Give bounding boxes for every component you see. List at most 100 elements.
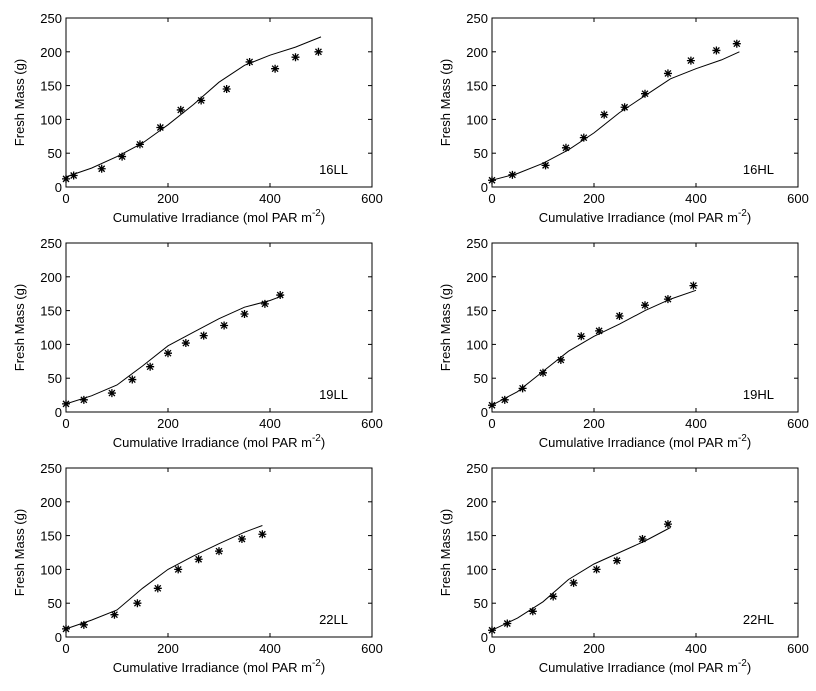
data-point <box>276 291 285 300</box>
data-point <box>118 152 127 161</box>
data-point <box>561 143 570 152</box>
x-tick-label: 0 <box>62 416 69 431</box>
panel-label: 19LL <box>319 387 348 402</box>
x-axis-label-main: Cumulative Irradiance (mol PAR m <box>113 435 312 450</box>
y-tick-label: 50 <box>474 371 488 386</box>
data-point <box>686 56 695 65</box>
data-point <box>153 584 162 593</box>
axes-box <box>491 467 799 638</box>
data-point <box>612 556 621 565</box>
data-point <box>641 89 649 98</box>
y-tick-label: 0 <box>55 405 62 420</box>
data-point <box>245 57 254 66</box>
x-tick-label: 200 <box>157 191 179 206</box>
x-tick-label: 400 <box>259 416 281 431</box>
data-point <box>197 96 206 105</box>
model-line <box>491 527 671 631</box>
data-point <box>577 332 586 341</box>
y-tick-label: 150 <box>466 79 488 94</box>
data-point <box>663 69 672 78</box>
y-tick-label: 200 <box>40 495 62 510</box>
data-point <box>556 355 565 364</box>
x-tick-label: 600 <box>361 191 383 206</box>
data-point <box>663 295 672 304</box>
data-point <box>128 375 137 384</box>
x-axis-label-main: Cumulative Irradiance (mol PAR m <box>539 660 738 675</box>
x-axis-label-exponent: -2 <box>312 208 321 219</box>
panel-19hl: 0 200 400 600 0 50 100 150 200 250 Fresh Mass (g) C… <box>438 236 809 450</box>
x-axis-label: Cumulative Irradiance (mol PAR m-2) <box>539 208 751 225</box>
data-point <box>579 133 588 142</box>
data-point <box>260 299 269 308</box>
panel-label: 16HL <box>743 162 774 177</box>
y-tick-label: 250 <box>466 461 488 476</box>
x-axis-label: Cumulative Irradiance (mol PAR m-2) <box>539 433 751 450</box>
y-tick-label: 100 <box>40 112 62 127</box>
x-axis-label: Cumulative Irradiance (mol PAR m-2) <box>539 658 751 675</box>
axes-box <box>491 17 799 188</box>
axes-box <box>491 242 799 413</box>
y-tick-label: 250 <box>40 461 62 476</box>
data-point <box>600 110 609 119</box>
data-point <box>541 161 550 170</box>
x-tick-label: 200 <box>583 641 605 656</box>
x-axis-label-exponent: -2 <box>738 658 747 669</box>
data-point <box>62 174 70 183</box>
y-axis-label: Fresh Mass (g) <box>438 509 453 596</box>
data-point <box>110 610 119 619</box>
y-tick-label: 50 <box>48 596 62 611</box>
data-point <box>199 331 208 340</box>
x-axis-label-main: Cumulative Irradiance (mol PAR m <box>113 660 312 675</box>
x-tick-label: 200 <box>583 191 605 206</box>
data-point <box>156 123 165 132</box>
x-tick-label: 600 <box>787 416 809 431</box>
y-tick-label: 100 <box>466 562 488 577</box>
data-point <box>488 401 496 410</box>
data-point <box>539 368 547 377</box>
panel-label: 22HL <box>743 612 774 627</box>
y-tick-label: 200 <box>40 270 62 285</box>
y-tick-label: 250 <box>40 11 62 26</box>
y-tick-label: 50 <box>48 371 62 386</box>
data-point <box>615 312 624 321</box>
x-axis-label-end: ) <box>747 435 751 450</box>
data-point <box>174 565 183 574</box>
panel-label: 22LL <box>319 612 348 627</box>
x-axis-label-exponent: -2 <box>738 433 747 444</box>
x-axis-label-exponent: -2 <box>738 208 747 219</box>
x-tick-label: 600 <box>787 641 809 656</box>
x-tick-label: 600 <box>361 641 383 656</box>
x-tick-label: 600 <box>361 416 383 431</box>
x-tick-label: 400 <box>685 641 707 656</box>
x-tick-label: 400 <box>685 416 707 431</box>
data-point <box>549 592 558 601</box>
y-tick-label: 100 <box>466 337 488 352</box>
x-tick-label: 200 <box>583 416 605 431</box>
panel-label: 16LL <box>319 162 348 177</box>
y-tick-label: 200 <box>466 45 488 60</box>
data-point <box>488 176 496 185</box>
y-tick-label: 100 <box>466 112 488 127</box>
data-point <box>237 534 246 543</box>
data-point <box>638 534 647 543</box>
y-tick-label: 50 <box>48 146 62 161</box>
x-tick-label: 400 <box>685 191 707 206</box>
data-point <box>291 53 300 62</box>
model-line <box>65 36 322 178</box>
x-axis-label: Cumulative Irradiance (mol PAR m-2) <box>113 658 325 675</box>
panel-19ll: 0 200 400 600 0 50 100 150 200 250 Fresh Mass (g) C… <box>12 236 383 450</box>
x-tick-label: 0 <box>488 416 495 431</box>
x-tick-label: 200 <box>157 416 179 431</box>
x-axis-label-main: Cumulative Irradiance (mol PAR m <box>113 210 312 225</box>
data-point <box>240 309 249 318</box>
x-axis-label-main: Cumulative Irradiance (mol PAR m <box>539 435 738 450</box>
y-tick-label: 250 <box>40 236 62 251</box>
data-point <box>500 395 509 404</box>
x-tick-label: 200 <box>157 641 179 656</box>
data-point <box>712 46 721 55</box>
data-point <box>79 620 88 629</box>
x-axis-label: Cumulative Irradiance (mol PAR m-2) <box>113 433 325 450</box>
y-tick-label: 0 <box>55 630 62 645</box>
model-line <box>65 525 263 630</box>
data-point <box>620 103 629 112</box>
